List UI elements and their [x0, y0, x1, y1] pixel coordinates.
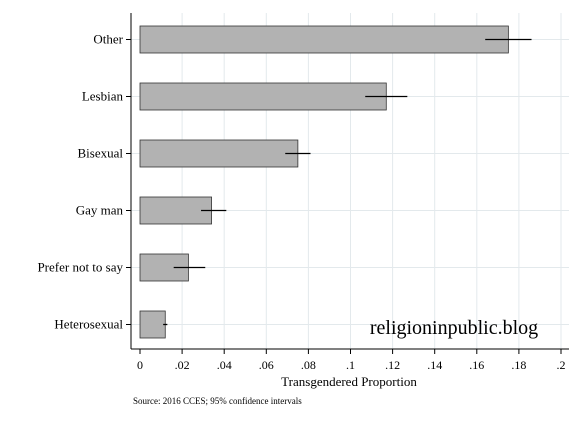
x-tick-label: .04: [217, 358, 232, 372]
x-tick-label: 0: [137, 358, 143, 372]
x-axis-title: Transgendered Proportion: [281, 374, 417, 389]
category-label: Gay man: [76, 203, 124, 218]
x-tick-label: .18: [511, 358, 526, 372]
x-tick-label: .06: [259, 358, 274, 372]
x-tick-label: .2: [557, 358, 566, 372]
x-tick-label: .12: [385, 358, 400, 372]
axis-layer: Other Lesbian Bisexual Gay man Prefer not to…: [37, 13, 569, 372]
bar-gay-man: [139, 196, 212, 225]
watermark: religioninpublic.blog: [370, 317, 538, 339]
x-tick-label: .02: [175, 358, 190, 372]
x-tick-label: .08: [301, 358, 316, 372]
x-tick-label: .16: [469, 358, 484, 372]
bar-lesbian: [139, 82, 387, 111]
source-note: Source: 2016 CCES; 95% confidence interv…: [133, 396, 302, 406]
bar-layer: [139, 25, 532, 339]
grid-layer: [131, 13, 569, 349]
category-label: Bisexual: [78, 146, 124, 161]
bar-bisexual: [139, 139, 299, 168]
category-label: Lesbian: [82, 89, 124, 104]
category-label: Other: [93, 32, 123, 47]
bar-heterosexual: [139, 310, 166, 339]
category-label: Heterosexual: [54, 317, 123, 332]
x-tick-label: .14: [427, 358, 442, 372]
bar-other: [139, 25, 509, 54]
x-tick-label: .1: [346, 358, 355, 372]
category-label: Prefer not to say: [37, 260, 123, 275]
